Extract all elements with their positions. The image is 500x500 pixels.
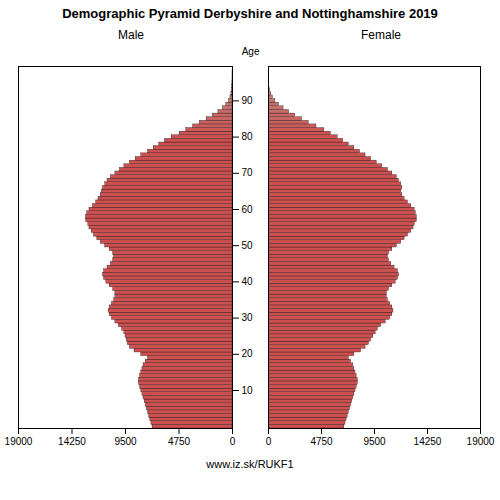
svg-text:4750: 4750 xyxy=(168,436,191,447)
svg-text:14250: 14250 xyxy=(58,436,86,447)
html-text:Female: Female xyxy=(361,28,401,42)
svg-text:Age: Age xyxy=(242,46,260,57)
svg-text:14250: 14250 xyxy=(414,436,442,447)
svg-text:90: 90 xyxy=(242,95,254,106)
svg-text:19000: 19000 xyxy=(5,436,33,447)
svg-text:40: 40 xyxy=(242,276,254,287)
html-text:Male: Male xyxy=(118,28,144,42)
svg-text:10: 10 xyxy=(242,385,254,396)
html-text:www.iz.sk/RUKF1: www.iz.sk/RUKF1 xyxy=(206,458,294,470)
html-text:Demographic Pyramid Derbyshire: Demographic Pyramid Derbyshire and Notti… xyxy=(62,6,438,21)
svg-text:20: 20 xyxy=(242,348,254,359)
svg-text:9500: 9500 xyxy=(114,436,137,447)
svg-text:0: 0 xyxy=(266,436,272,447)
svg-text:19000: 19000 xyxy=(467,436,495,447)
svg-text:9500: 9500 xyxy=(363,436,386,447)
svg-text:30: 30 xyxy=(242,312,254,323)
svg-text:60: 60 xyxy=(242,204,254,215)
svg-text:0: 0 xyxy=(230,436,236,447)
svg-text:70: 70 xyxy=(242,167,254,178)
svg-text:4750: 4750 xyxy=(310,436,333,447)
svg-text:80: 80 xyxy=(242,131,254,142)
svg-text:50: 50 xyxy=(242,240,254,251)
